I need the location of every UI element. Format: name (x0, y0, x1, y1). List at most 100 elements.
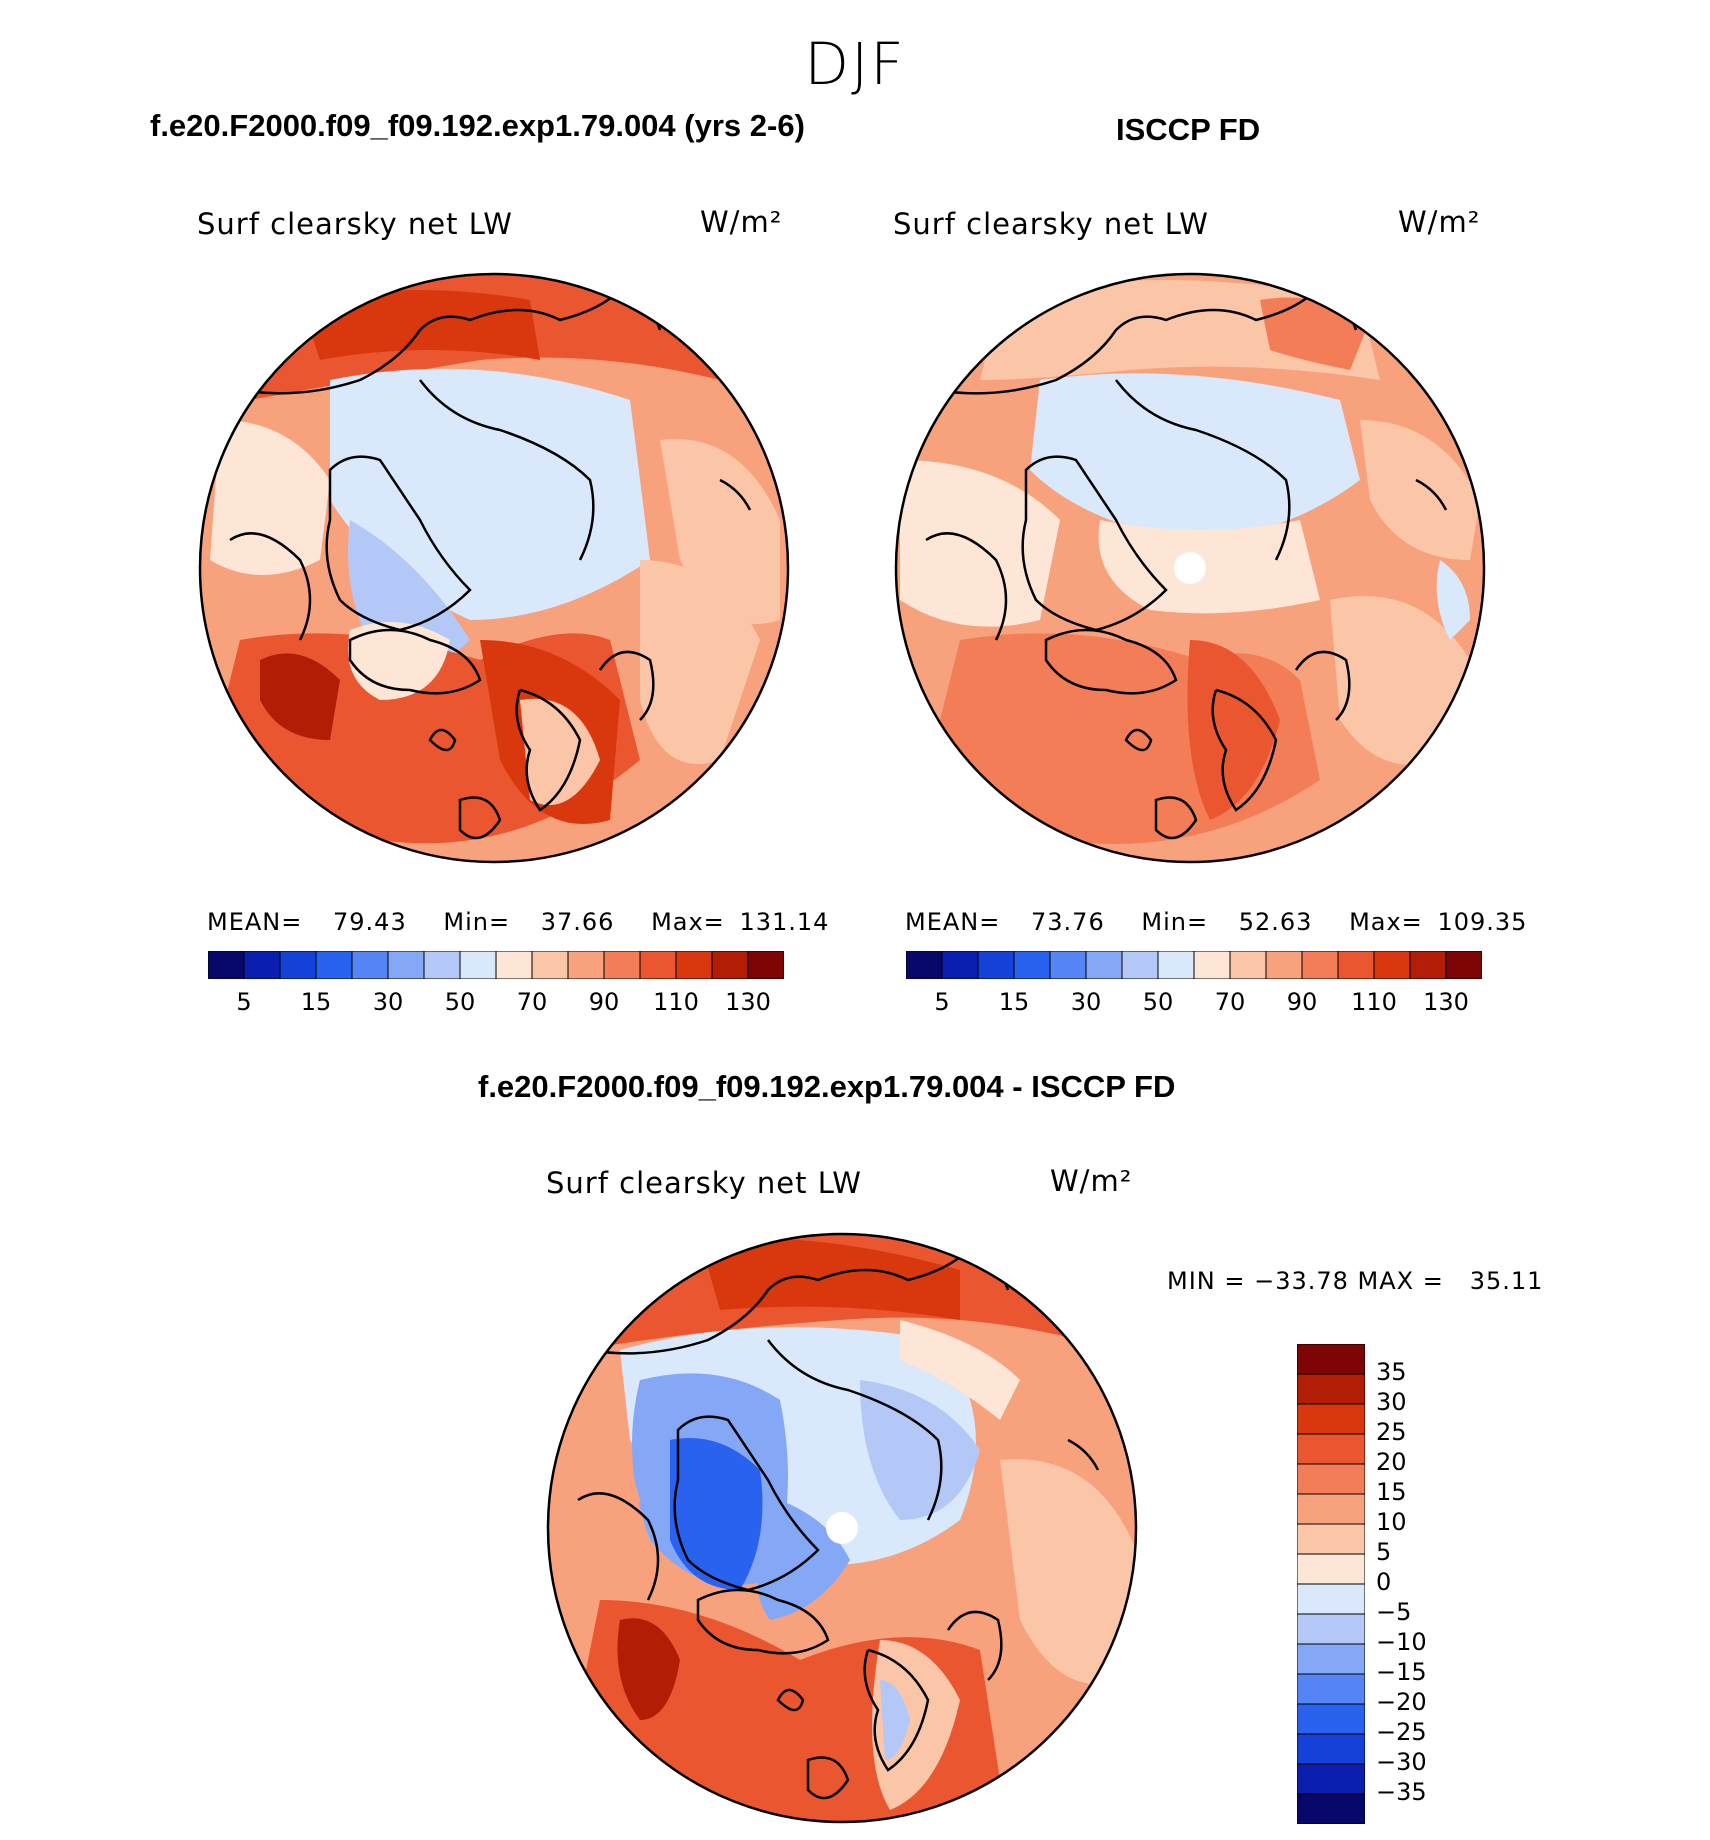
panel1-colorbar-box-12 (639, 951, 677, 979)
panel2-mean-label: MEAN= (905, 908, 1001, 936)
panel1-colorbar-tick-label: 50 (444, 988, 476, 1016)
panel2-colorbar-box-9 (1229, 951, 1267, 979)
panel3-colorbar-box-10 (1297, 1643, 1365, 1675)
panel2-map-border (894, 272, 1486, 864)
panel1-colorbar-box-0 (208, 951, 245, 979)
panel2-colorbar-ticks: 5 15 30 50 70 90 110 130 (906, 988, 1482, 1018)
panel3-colorbar-box-11 (1297, 1673, 1365, 1705)
panel2-colorbar-tick-label: 90 (1286, 988, 1318, 1016)
panel1-colorbar-tick-label: 90 (588, 988, 620, 1016)
panel3-units: W/m² (1050, 1164, 1133, 1198)
panel2-colorbar-box-7 (1157, 951, 1195, 979)
panel3-stats: MIN = −33.78 MAX = 35.11 (1167, 1267, 1544, 1295)
panel2-colorbar-box-5 (1085, 951, 1123, 979)
panel3-colorbar-box-3 (1297, 1433, 1365, 1465)
panel3-colorbar-box-13 (1297, 1733, 1365, 1765)
panel1-stats: MEAN= 79.43 Min= 37.66 Max= 131.14 (207, 908, 829, 936)
season-title: DJF (804, 30, 906, 98)
panel2-colorbar (906, 951, 1482, 979)
panel3-map-border (546, 1232, 1138, 1824)
panel1-colorbar-box-15 (747, 951, 784, 979)
panel3-colorbar-tick-label: −15 (1376, 1658, 1427, 1686)
panel3-colorbar-tick-label: 0 (1376, 1568, 1392, 1596)
panel2-colorbar-tick-label: 15 (998, 988, 1030, 1016)
panel1-min-value: 37.66 (540, 908, 615, 936)
panel3-colorbar-tick-label: 10 (1376, 1508, 1407, 1536)
panel3-colorbar-ticks: 35 30 25 20 15 10 5 0 −5 −10 −15 −20 −25 −30 −35 (1376, 1344, 1456, 1824)
panel1-max-label: Max= (651, 908, 725, 936)
panel2-map (896, 274, 1484, 862)
panel2-min-value: 52.63 (1238, 908, 1313, 936)
panel3-colorbar-box-9 (1297, 1613, 1365, 1645)
panel1-colorbar-box-14 (711, 951, 749, 979)
panel2-colorbar-box-8 (1193, 951, 1231, 979)
panel3-colorbar-tick-label: 25 (1376, 1418, 1407, 1446)
panel1-max-value: 131.14 (739, 908, 830, 936)
panel1-colorbar-tick-label: 70 (516, 988, 548, 1016)
panel1-colorbar-box-6 (423, 951, 461, 979)
panel1-colorbar-tick-label: 15 (300, 988, 332, 1016)
panel1-mean-value: 79.43 (333, 908, 407, 936)
panel3-colorbar-tick-label: −25 (1376, 1718, 1427, 1746)
panel2-max-value: 109.35 (1437, 908, 1528, 936)
panel1-colorbar (208, 951, 784, 979)
panel3-colorbar-tick-label: −20 (1376, 1688, 1427, 1716)
panel1-mean-label: MEAN= (207, 908, 303, 936)
panel1-colorbar-box-3 (315, 951, 353, 979)
panel2-field-label: Surf clearsky net LW (893, 207, 1209, 241)
panel2-case-title: ISCCP FD (1116, 112, 1261, 147)
panel1-coastlines (229, 288, 752, 840)
panel2-colorbar-box-15 (1445, 951, 1482, 979)
panel2-colorbar-tick-label: 110 (1351, 988, 1397, 1016)
panel2-colorbar-box-10 (1265, 951, 1303, 979)
panel3-colorbar-box-12 (1297, 1703, 1365, 1735)
panel1-colorbar-ticks: 5 15 30 50 70 90 110 130 (208, 988, 784, 1018)
panel1-colorbar-tick-label: 110 (653, 988, 699, 1016)
panel2-colorbar-box-3 (1013, 951, 1051, 979)
panel1-map (200, 274, 788, 862)
panel2-colorbar-box-11 (1301, 951, 1339, 979)
panel3-colorbar-tick-label: 5 (1376, 1538, 1392, 1566)
panel3-field-label: Surf clearsky net LW (546, 1166, 862, 1200)
panel3-colorbar-tick-label: 20 (1376, 1448, 1407, 1476)
panel2-pole-hole (1174, 552, 1206, 584)
panel3-colorbar-tick-label: −30 (1376, 1748, 1427, 1776)
panel2-units: W/m² (1398, 205, 1481, 239)
panel1-colorbar-box-7 (459, 951, 497, 979)
panel1-colorbar-box-9 (531, 951, 569, 979)
panel1-min-label: Min= (443, 908, 511, 936)
panel2-colorbar-tick-label: 70 (1214, 988, 1246, 1016)
panel3-colorbar (1297, 1344, 1365, 1824)
panel3-colorbar-box-15 (1297, 1793, 1365, 1824)
panel2-colorbar-box-14 (1409, 951, 1447, 979)
panel1-colorbar-box-2 (279, 951, 317, 979)
panel1-colorbar-box-11 (603, 951, 641, 979)
panel1-colorbar-box-5 (387, 951, 425, 979)
panel3-colorbar-box-5 (1297, 1493, 1365, 1525)
panel3-colorbar-tick-label: 30 (1376, 1388, 1407, 1416)
panel3-colorbar-tick-label: −5 (1376, 1598, 1412, 1626)
panel2-colorbar-tick-label: 50 (1142, 988, 1174, 1016)
panel2-colorbar-box-4 (1049, 951, 1087, 979)
panel3-colorbar-box-1 (1297, 1373, 1365, 1405)
panel2-colorbar-box-13 (1373, 951, 1411, 979)
panel1-colorbar-tick-label: 5 (236, 988, 252, 1016)
panel3-colorbar-tick-label: 15 (1376, 1478, 1407, 1506)
panel3-colorbar-box-0 (1297, 1344, 1365, 1375)
panel3-colorbar-tick-label: 35 (1376, 1358, 1407, 1386)
panel2-colorbar-tick-label: 5 (934, 988, 950, 1016)
panel1-case-title: f.e20.F2000.f09_f09.192.exp1.79.004 (yrs… (150, 108, 805, 143)
panel2-colorbar-tick-label: 30 (1070, 988, 1102, 1016)
panel1-colorbar-box-8 (495, 951, 533, 979)
panel1-units: W/m² (700, 205, 783, 239)
panel2-stats: MEAN= 73.76 Min= 52.63 Max= 109.35 (905, 908, 1527, 936)
panel3-colorbar-box-7 (1297, 1553, 1365, 1585)
panel2-colorbar-box-0 (906, 951, 943, 979)
panel1-colorbar-box-10 (567, 951, 605, 979)
panel1-field-label: Surf clearsky net LW (197, 207, 513, 241)
panel3-pole-hole (826, 1512, 858, 1544)
panel2-colorbar-tick-label: 130 (1423, 988, 1469, 1016)
panel3-colorbar-box-8 (1297, 1583, 1365, 1615)
panel3-colorbar-box-2 (1297, 1403, 1365, 1435)
